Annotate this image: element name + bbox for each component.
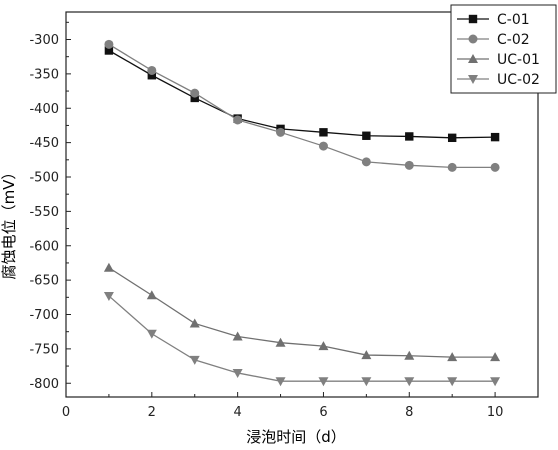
data-point	[190, 93, 199, 103]
series-c-01	[104, 46, 500, 143]
data-point	[490, 377, 501, 387]
data-point	[319, 128, 328, 137]
data-point	[146, 329, 157, 339]
y-tick-label: -600	[29, 239, 59, 254]
x-tick-label: 6	[319, 405, 327, 420]
legend-label: C-02	[497, 32, 530, 48]
data-point	[490, 352, 501, 362]
data-point	[490, 162, 500, 172]
data-point	[104, 39, 114, 49]
data-point	[361, 350, 372, 360]
data-point	[275, 377, 286, 387]
data-point	[318, 141, 328, 151]
y-tick-label: -350	[29, 67, 59, 82]
data-point	[447, 352, 458, 362]
y-tick-label: -750	[29, 342, 59, 357]
data-point	[189, 318, 200, 328]
data-point	[232, 331, 243, 341]
legend-label: UC-02	[497, 72, 540, 88]
data-point	[362, 131, 371, 140]
y-tick-label: -700	[29, 308, 59, 323]
legend-marker	[468, 34, 478, 44]
data-point	[147, 65, 157, 75]
legend-item: UC-01	[457, 52, 540, 68]
series-line	[108, 295, 496, 382]
legend-marker	[468, 54, 478, 63]
data-point	[318, 377, 329, 387]
data-point	[232, 368, 243, 378]
data-point	[404, 350, 415, 360]
legend-marker	[468, 14, 478, 24]
legend-label: C-01	[497, 12, 530, 28]
legend-item: C-01	[457, 12, 530, 28]
data-point	[147, 71, 157, 80]
data-point	[447, 133, 457, 143]
legend-item: UC-02	[457, 72, 540, 88]
data-point	[104, 46, 114, 55]
axes-layer: 0 2 4 6 8 10 -300 -350 -400 -450 -500 -550 -600 -650 -…	[29, 11, 539, 420]
x-tick-label: 10	[487, 405, 504, 420]
data-point	[447, 377, 458, 387]
data-point	[190, 88, 200, 98]
y-axis-label: 腐蚀电位（mV）	[0, 165, 18, 280]
x-axis-label: 浸泡时间（d）	[246, 428, 346, 446]
legend-marker	[468, 75, 478, 84]
y-tick-label: -450	[29, 136, 59, 151]
data-point	[361, 157, 371, 167]
data-point	[103, 262, 114, 272]
plot-frame	[65, 11, 539, 398]
x-tick-label: 2	[148, 405, 156, 420]
y-tick-label: -800	[29, 377, 59, 392]
data-point	[103, 291, 114, 301]
y-tick-label: -550	[29, 205, 59, 220]
data-point	[447, 162, 457, 172]
series-line	[108, 49, 496, 139]
series-line	[108, 43, 496, 169]
x-tick-label: 8	[405, 405, 413, 420]
series-uc-02	[103, 291, 501, 387]
x-tick-label: 0	[62, 405, 70, 420]
data-point	[233, 115, 243, 125]
data-point	[276, 127, 286, 137]
data-point	[404, 377, 415, 387]
legend: C-01 C-02 UC-01 UC-02	[450, 4, 557, 94]
y-tick-label: -300	[29, 33, 59, 48]
data-point	[275, 337, 286, 347]
series-c-02	[104, 39, 500, 172]
data-point	[146, 290, 157, 300]
y-tick-label: -400	[29, 102, 59, 117]
data-point	[405, 132, 414, 141]
data-point	[189, 355, 200, 365]
legend-box	[450, 4, 557, 94]
y-tick-label: -650	[29, 274, 59, 289]
data-point	[490, 132, 500, 142]
data-point	[361, 377, 372, 387]
x-tick-label: 4	[233, 405, 241, 420]
series-uc-01	[103, 262, 501, 362]
data-point	[318, 341, 329, 351]
data-point	[404, 160, 414, 170]
legend-label: UC-01	[497, 52, 540, 68]
series-line	[108, 267, 496, 358]
series-layer	[103, 39, 501, 387]
y-tick-label: -500	[29, 171, 59, 186]
legend-item: C-02	[457, 32, 530, 48]
